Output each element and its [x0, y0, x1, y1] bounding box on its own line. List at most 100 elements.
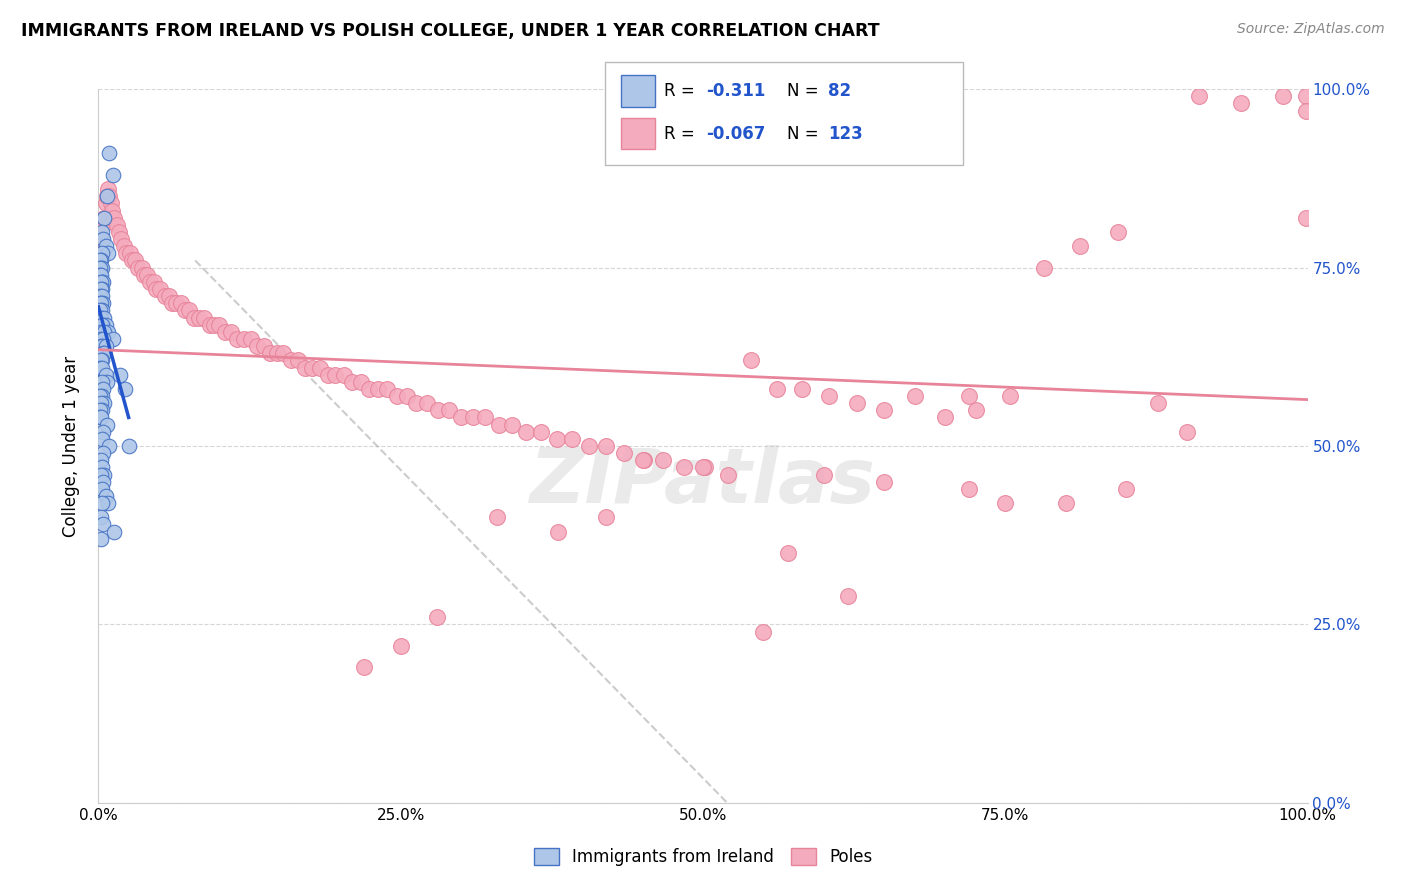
Point	[239, 332, 262, 346]
Point	[89, 296, 111, 310]
Point	[90, 325, 112, 339]
Point	[179, 303, 201, 318]
Point	[934, 410, 956, 425]
Point	[91, 275, 114, 289]
Point	[103, 524, 125, 539]
Point	[631, 453, 654, 467]
Point	[204, 318, 226, 332]
Point	[214, 325, 236, 339]
Point	[91, 353, 114, 368]
Point	[89, 403, 111, 417]
Point	[792, 382, 814, 396]
Point	[94, 239, 117, 253]
Point	[280, 353, 302, 368]
Point	[91, 318, 114, 332]
Point	[97, 496, 120, 510]
Point	[530, 425, 553, 439]
Point	[91, 332, 114, 346]
Point	[316, 368, 339, 382]
Point	[93, 211, 115, 225]
Point	[259, 346, 281, 360]
Point	[1069, 239, 1091, 253]
Point	[183, 310, 205, 325]
Point	[965, 403, 987, 417]
Point	[98, 439, 121, 453]
Point	[91, 425, 114, 439]
Point	[613, 446, 636, 460]
Point	[450, 410, 472, 425]
Point	[89, 332, 111, 346]
Point	[595, 439, 617, 453]
Point	[121, 253, 143, 268]
Point	[308, 360, 330, 375]
Point	[90, 353, 112, 368]
Point	[474, 410, 496, 425]
Point	[145, 282, 167, 296]
Point	[561, 432, 583, 446]
Point	[89, 389, 111, 403]
Point	[547, 524, 569, 539]
Point	[488, 417, 510, 432]
Point	[91, 303, 114, 318]
Point	[717, 467, 740, 482]
Text: N =: N =	[787, 82, 824, 100]
Point	[98, 146, 121, 161]
Point	[89, 303, 111, 318]
Point	[301, 360, 323, 375]
Point	[90, 296, 112, 310]
Point	[91, 260, 114, 275]
Point	[426, 610, 449, 624]
Point	[90, 339, 112, 353]
Point	[405, 396, 427, 410]
Point	[1272, 89, 1295, 103]
Point	[94, 339, 117, 353]
Point	[692, 460, 714, 475]
Point	[98, 189, 121, 203]
Point	[91, 339, 114, 353]
Point	[187, 310, 209, 325]
Point	[91, 482, 114, 496]
Point	[96, 189, 118, 203]
Point	[91, 360, 114, 375]
Point	[93, 396, 115, 410]
Point	[389, 639, 412, 653]
Point	[93, 325, 115, 339]
Point	[652, 453, 675, 467]
Point	[91, 432, 114, 446]
Point	[118, 439, 141, 453]
Point	[837, 589, 859, 603]
Point	[998, 389, 1021, 403]
Point	[124, 253, 146, 268]
Legend: Immigrants from Ireland, Poles: Immigrants from Ireland, Poles	[527, 841, 879, 873]
Point	[96, 375, 118, 389]
Point	[118, 246, 141, 260]
Point	[91, 218, 114, 232]
Point	[1115, 482, 1137, 496]
Point	[385, 389, 408, 403]
Text: R =: R =	[664, 125, 700, 143]
Point	[153, 289, 176, 303]
Point	[287, 353, 309, 368]
Point	[91, 275, 114, 289]
Point	[91, 225, 114, 239]
Point	[845, 396, 868, 410]
Point	[100, 196, 122, 211]
Point	[94, 318, 117, 332]
Point	[127, 260, 149, 275]
Point	[266, 346, 288, 360]
Text: R =: R =	[664, 82, 700, 100]
Point	[108, 368, 131, 382]
Point	[89, 360, 111, 375]
Point	[89, 410, 111, 425]
Point	[91, 318, 114, 332]
Point	[1146, 396, 1168, 410]
Text: -0.311: -0.311	[706, 82, 765, 100]
Point	[103, 211, 125, 225]
Point	[221, 325, 243, 339]
Point	[1295, 89, 1317, 103]
Point	[515, 425, 537, 439]
Point	[91, 460, 114, 475]
Point	[157, 289, 180, 303]
Point	[437, 403, 460, 417]
Point	[91, 496, 114, 510]
